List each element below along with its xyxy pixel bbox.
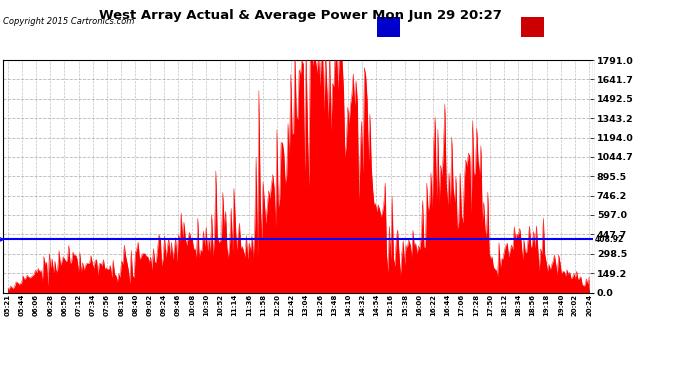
Text: Average  (DC Watts): Average (DC Watts) bbox=[402, 22, 499, 32]
Bar bbox=[377, 17, 400, 38]
Text: Copyright 2015 Cartronics.com: Copyright 2015 Cartronics.com bbox=[3, 17, 135, 26]
Text: West Array Actual & Average Power Mon Jun 29 20:27: West Array Actual & Average Power Mon Ju… bbox=[99, 9, 502, 22]
Text: West Array  (DC Watts): West Array (DC Watts) bbox=[546, 22, 656, 32]
Text: 408.92: 408.92 bbox=[595, 235, 624, 244]
Text: 408.92: 408.92 bbox=[0, 235, 3, 244]
Bar bbox=[521, 17, 544, 38]
